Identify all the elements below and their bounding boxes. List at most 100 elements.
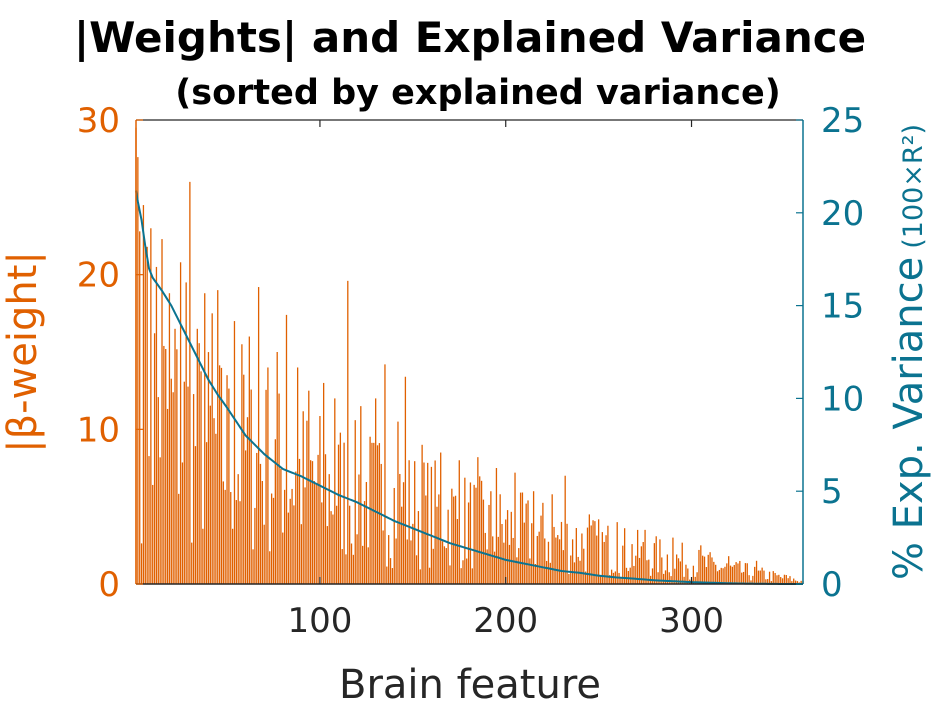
bar — [748, 575, 750, 584]
bar — [343, 442, 345, 584]
bar — [674, 568, 676, 584]
bar — [666, 554, 669, 584]
bar — [270, 493, 273, 584]
bar — [345, 554, 347, 584]
bar — [726, 563, 728, 584]
bar — [436, 506, 438, 584]
bar — [194, 446, 197, 584]
bar — [700, 545, 702, 584]
y-axis-right-label-main: % Exp. Variance — [886, 257, 932, 580]
y-right-tick-label: 0 — [821, 565, 843, 605]
bar — [393, 487, 395, 584]
y-right-tick-label: 25 — [821, 101, 864, 141]
bar — [339, 432, 342, 584]
bar — [283, 489, 286, 584]
bar — [759, 570, 761, 584]
bar — [192, 394, 195, 584]
bar — [538, 531, 540, 584]
bar — [205, 442, 208, 584]
bar — [493, 551, 496, 584]
bar — [317, 454, 319, 584]
bar — [623, 528, 626, 584]
bar — [475, 487, 477, 584]
bar — [596, 535, 598, 584]
bar — [722, 568, 724, 584]
bar — [711, 557, 713, 584]
bar — [300, 524, 303, 584]
y-axis-right-label-unit: (100×R²) — [898, 124, 929, 249]
bar — [291, 488, 293, 584]
bar — [302, 411, 304, 584]
bar — [265, 389, 267, 584]
bar — [254, 507, 256, 584]
bar — [651, 568, 654, 584]
bar — [508, 544, 511, 584]
bar — [761, 567, 763, 584]
bar — [479, 476, 481, 584]
bar — [728, 556, 730, 584]
bar — [577, 556, 579, 584]
bar — [542, 502, 544, 584]
x-axis-label: Brain feature — [339, 662, 601, 708]
bar — [256, 452, 258, 584]
bar — [716, 571, 719, 584]
bar — [713, 561, 715, 584]
bar — [755, 560, 758, 584]
bar — [501, 524, 503, 584]
bar — [529, 558, 531, 584]
bar — [663, 573, 665, 584]
bar — [350, 543, 353, 584]
bar — [352, 554, 355, 584]
bar — [404, 376, 407, 584]
bar — [445, 548, 447, 584]
bar — [315, 483, 317, 584]
bar — [217, 290, 219, 584]
bar — [427, 462, 429, 584]
bar-series — [135, 127, 804, 585]
bar — [183, 381, 185, 584]
bar — [384, 364, 386, 584]
y-left-tick-label: 10 — [77, 410, 120, 450]
bar — [625, 567, 628, 584]
bar — [486, 549, 488, 584]
bar — [244, 450, 247, 584]
bar — [376, 445, 379, 584]
bar — [586, 527, 589, 584]
bar — [432, 548, 434, 584]
bar — [287, 512, 289, 584]
y-right-tick-label: 5 — [821, 472, 843, 512]
bar — [211, 313, 213, 584]
bar — [752, 575, 754, 584]
bar — [414, 461, 416, 584]
bar — [480, 480, 483, 584]
bar — [772, 571, 774, 584]
bar — [306, 420, 308, 584]
bar — [741, 572, 743, 584]
bar — [250, 389, 252, 584]
bar — [380, 463, 382, 584]
bar — [787, 578, 789, 584]
bar — [607, 525, 609, 584]
bar — [191, 542, 193, 584]
bar — [406, 539, 408, 584]
bar — [661, 557, 663, 584]
bar — [360, 406, 362, 584]
bar — [168, 293, 171, 584]
bar — [397, 421, 399, 584]
bar — [495, 468, 498, 584]
bar — [430, 466, 433, 584]
bar — [499, 494, 501, 584]
bar — [770, 581, 773, 584]
bar — [547, 541, 550, 584]
bar — [447, 509, 449, 584]
bar — [715, 564, 717, 584]
bar — [640, 546, 643, 584]
bar — [209, 405, 211, 584]
y-right-tick-label: 10 — [821, 379, 864, 419]
bar — [681, 542, 683, 584]
bar — [668, 572, 670, 584]
bar — [153, 333, 156, 584]
bar — [178, 493, 180, 584]
bar — [375, 398, 377, 584]
bar — [616, 522, 618, 584]
